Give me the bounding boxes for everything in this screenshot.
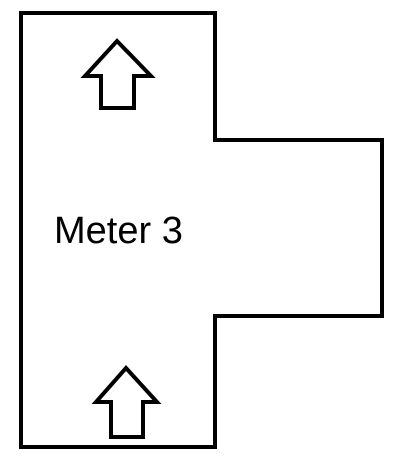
up-arrow-bottom-icon (91, 365, 162, 439)
meter-label: Meter 3 (54, 210, 183, 252)
up-arrow-top-icon (80, 38, 156, 110)
t-shape-outline (19, 11, 384, 449)
